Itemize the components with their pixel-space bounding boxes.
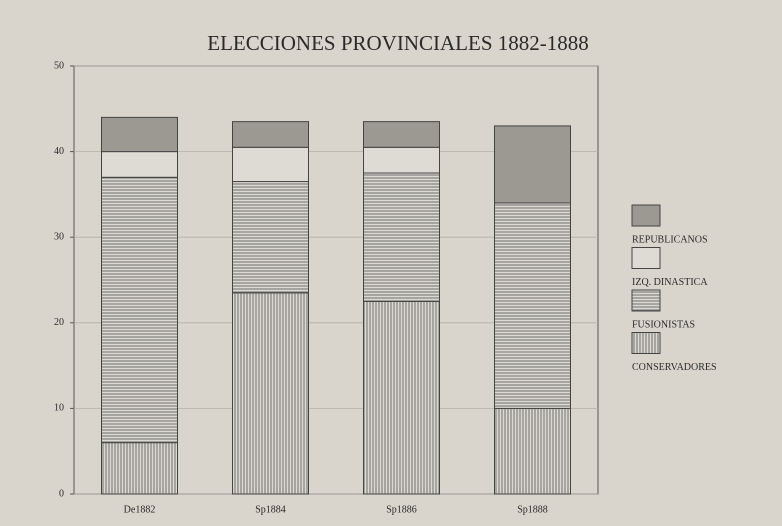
legend-swatch	[631, 247, 661, 269]
legend-swatch	[631, 289, 661, 312]
bar-segment	[101, 176, 178, 444]
legend-label: CONSERVADORES	[632, 362, 717, 373]
legend-label: FUSIONISTAS	[632, 319, 695, 330]
bar-segment	[232, 121, 309, 148]
x-tick-label: Sp1888	[517, 504, 548, 515]
legend-label: IZQ. DINASTICA	[632, 277, 708, 288]
bar-segment	[101, 442, 178, 495]
bar-segment	[232, 181, 309, 294]
bar-segment	[232, 292, 309, 495]
bar-segment	[232, 146, 309, 183]
x-tick-label: Sp1884	[255, 504, 286, 515]
x-tick-label: De1882	[124, 504, 156, 515]
y-tick-label: 10	[54, 403, 64, 414]
bar-segment	[363, 146, 440, 174]
bar-segment	[363, 172, 440, 302]
y-tick-label: 50	[54, 60, 64, 71]
bar-segment	[101, 116, 178, 153]
y-tick-label: 30	[54, 231, 64, 242]
bar-segment	[494, 202, 571, 409]
legend-label: REPUBLICANOS	[632, 234, 708, 245]
y-tick-label: 0	[59, 488, 64, 499]
bar-segment	[494, 125, 571, 204]
bar-segment	[101, 151, 178, 178]
bar-segment	[494, 407, 571, 495]
legend-swatch	[631, 332, 661, 354]
bar-segment	[363, 300, 440, 495]
y-tick-label: 20	[54, 317, 64, 328]
x-tick-label: Sp1886	[386, 504, 417, 515]
chart-title: ELECCIONES PROVINCIALES 1882-1888	[207, 31, 589, 55]
bar-segment	[363, 121, 440, 148]
y-tick-label: 40	[54, 146, 64, 157]
legend-swatch	[631, 204, 661, 227]
